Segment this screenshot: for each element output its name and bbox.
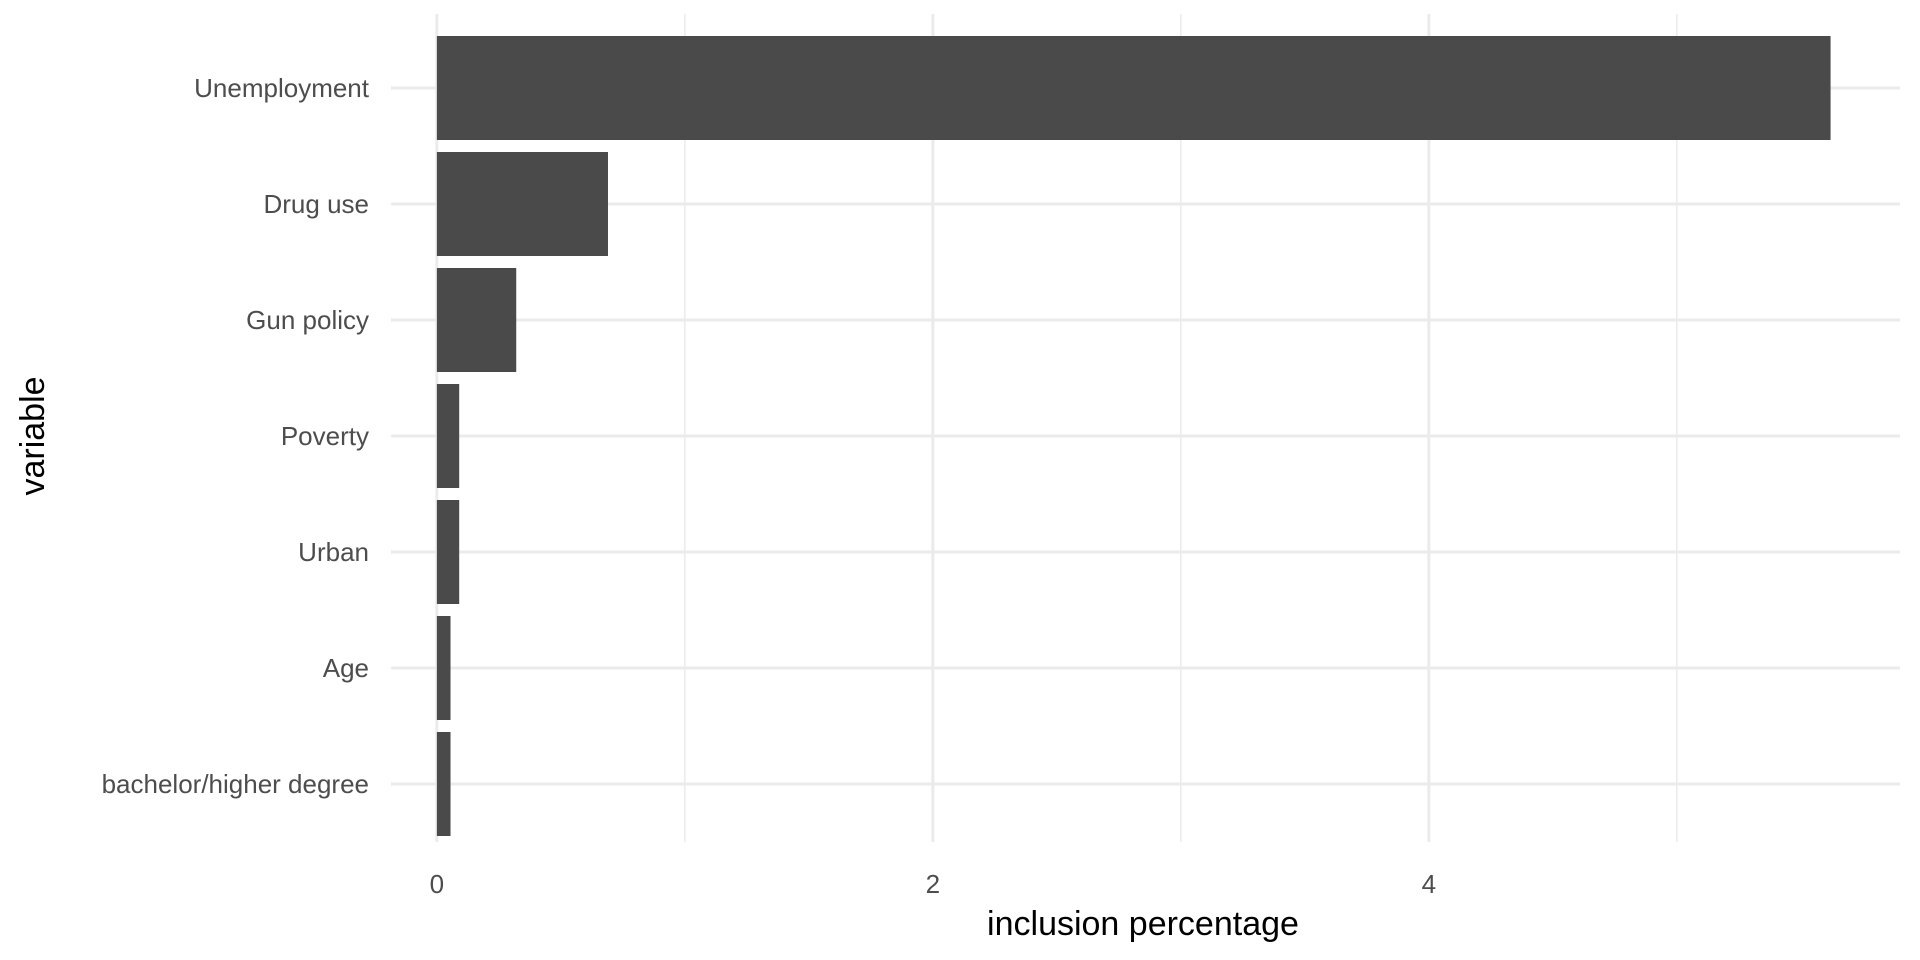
x-axis-title: inclusion percentage: [987, 905, 1299, 943]
y-tick-label: Drug use: [264, 189, 370, 219]
y-tick-label: Poverty: [281, 421, 369, 451]
bar: [436, 268, 517, 372]
y-tick-label: bachelor/higher degree: [102, 769, 369, 799]
bar: [436, 384, 460, 488]
bar: [436, 732, 451, 836]
x-tick-label: 2: [926, 869, 940, 899]
x-tick-labels: 0 2 4: [430, 869, 1436, 899]
x-tick-label: 4: [1422, 869, 1436, 899]
y-tick-label: Urban: [298, 537, 369, 567]
y-axis-title: variable: [14, 376, 52, 495]
bar: [436, 500, 460, 604]
grid-layer: [391, 14, 1900, 842]
y-tick-label: Gun policy: [246, 305, 369, 335]
bar: [436, 36, 1831, 140]
bar: [436, 616, 451, 720]
bar: [436, 152, 608, 256]
y-tick-label: Age: [323, 653, 369, 683]
bars-layer: [436, 36, 1831, 836]
x-tick-label: 0: [430, 869, 444, 899]
y-tick-labels: Unemployment Drug use Gun policy Poverty Urb…: [102, 73, 370, 799]
y-tick-label: Unemployment: [194, 73, 370, 103]
